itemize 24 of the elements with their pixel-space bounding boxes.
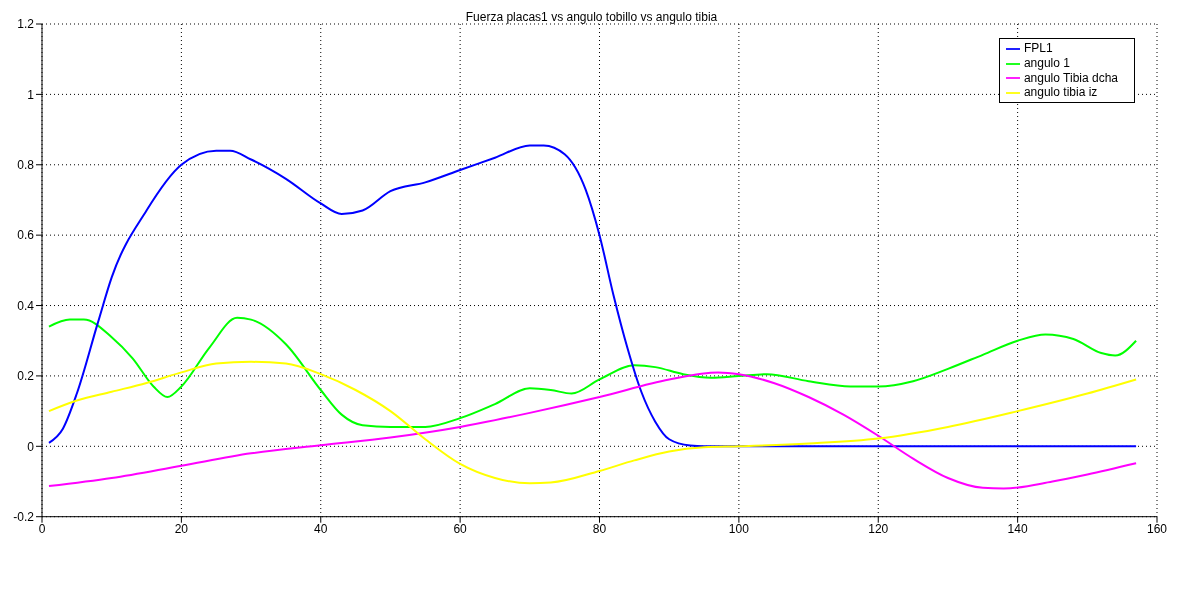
x-tick-label: 100	[728, 522, 750, 537]
x-tick-label: 40	[314, 522, 328, 537]
y-tick-label: 0.2	[17, 369, 35, 384]
x-tick-label: 20	[174, 522, 189, 537]
x-tick-label: 60	[453, 522, 468, 537]
legend-label: angulo Tibia dcha	[1023, 70, 1118, 85]
y-tick-label: 1.2	[17, 17, 35, 32]
y-tick-label: 1	[27, 87, 35, 102]
y-tick-label: 0.8	[17, 158, 35, 173]
y-tick-label: -0.2	[13, 509, 35, 524]
chart-title: Fuerza placas1 vs angulo tobillo vs angulo tibia	[465, 10, 718, 24]
x-tick-label: 80	[592, 522, 607, 537]
x-tick-label: 160	[1146, 522, 1168, 537]
y-tick-label: 0.6	[17, 228, 35, 243]
y-tick-label: 0.4	[17, 298, 35, 313]
line-series	[47, 144, 1138, 448]
y-tick-label: 0	[27, 439, 35, 454]
legend-label: FPL1	[1023, 41, 1053, 55]
legend-label: angulo 1	[1023, 55, 1070, 70]
x-tick-label: 0	[38, 522, 46, 537]
line-series	[47, 316, 1138, 428]
x-tick-label: 120	[868, 522, 889, 537]
x-tick-label: 140	[1007, 522, 1028, 537]
legend-label: angulo tibia iz	[1023, 85, 1098, 100]
